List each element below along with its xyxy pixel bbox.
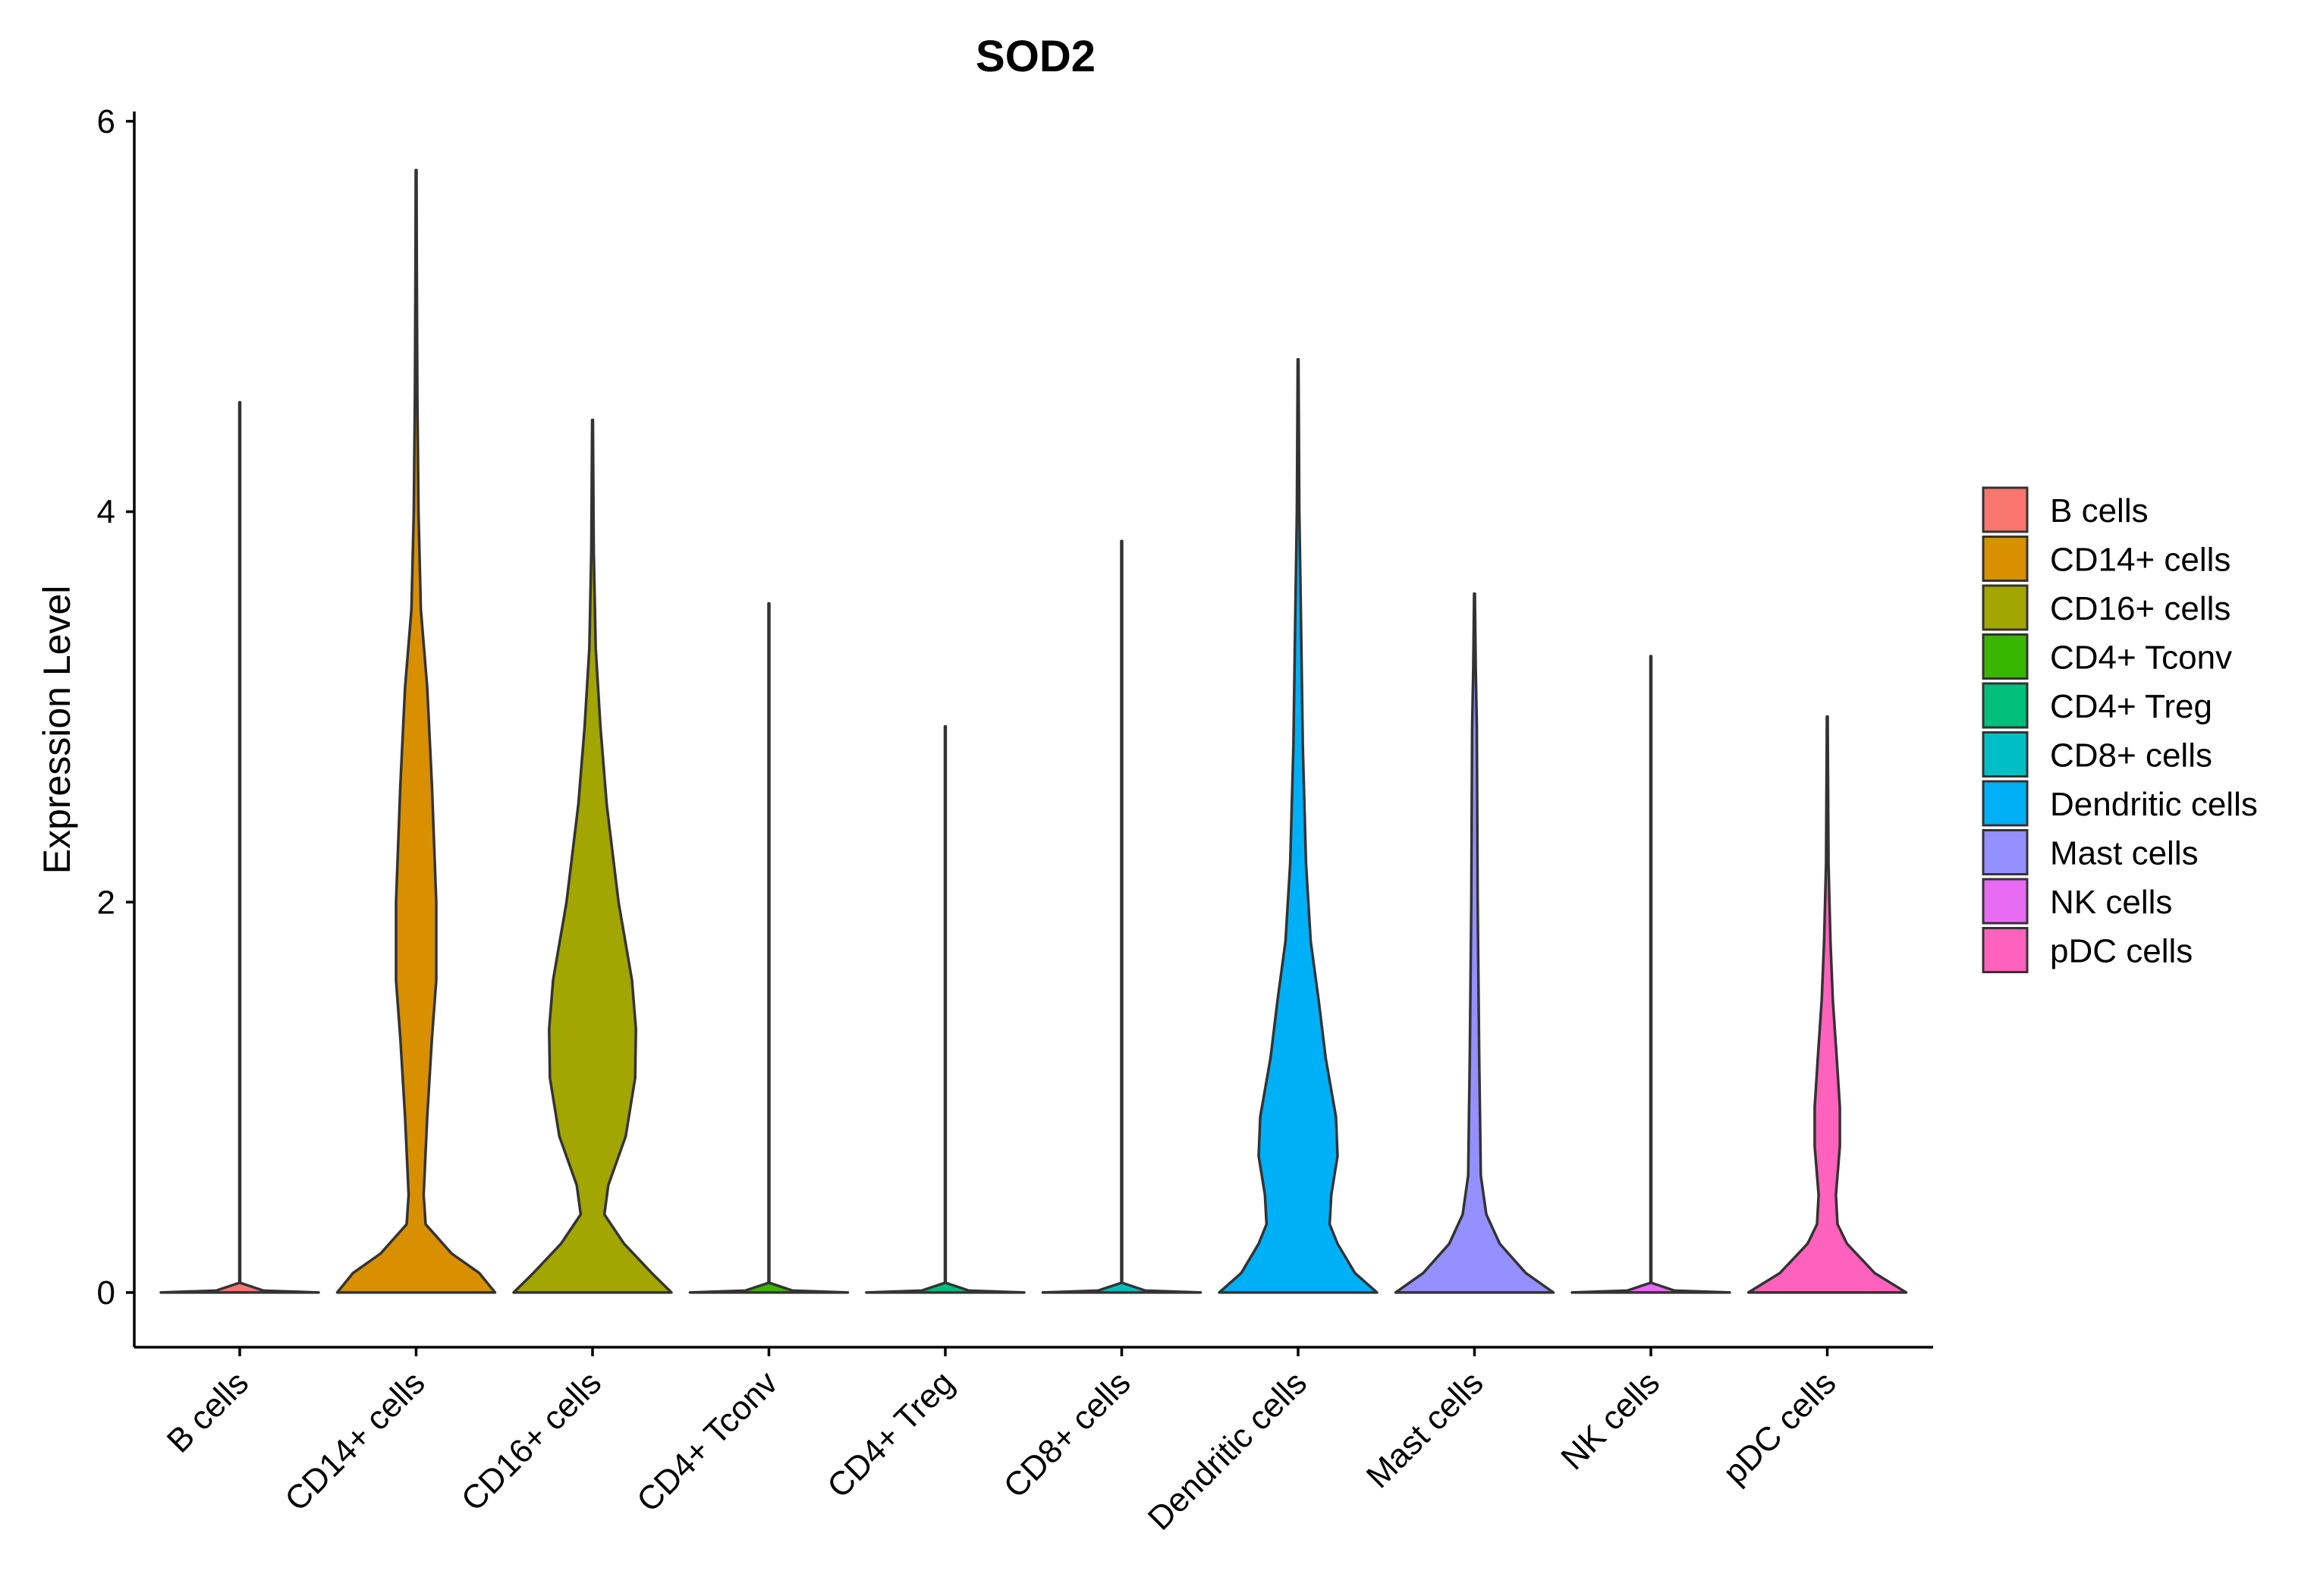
legend: B cells CD14+ cells CD16+ cells CD4+ Tconv C… <box>1982 486 2258 973</box>
legend-label: Dendritic cells <box>2050 786 2258 823</box>
x-tick-label: CD16+ cells <box>454 1364 608 1518</box>
legend-swatch <box>1982 731 2029 778</box>
y-tick-label: 4 <box>97 494 115 531</box>
legend-swatch <box>1982 780 2029 827</box>
x-tick-label: CD4+ Tconv <box>630 1364 784 1519</box>
y-axis-label: Expression Level <box>36 586 78 875</box>
y-tick-label: 0 <box>97 1274 115 1312</box>
legend-label: CD4+ Tconv <box>2050 639 2232 677</box>
legend-swatch <box>1982 584 2029 631</box>
legend-label: CD8+ cells <box>2050 737 2212 774</box>
x-tick-label: NK cells <box>1554 1364 1667 1477</box>
legend-label: CD16+ cells <box>2050 590 2231 627</box>
violin-b-cells <box>159 401 320 1294</box>
x-tick-label: Mast cells <box>1360 1364 1491 1495</box>
x-tick-label: B cells <box>160 1364 256 1459</box>
violin-cd4-treg <box>865 724 1026 1294</box>
violin-cd16-cells <box>512 418 673 1294</box>
legend-label: NK cells <box>2050 884 2172 921</box>
legend-swatch <box>1982 486 2029 533</box>
violin-nk-cells <box>1570 655 1731 1294</box>
x-tick-label: CD8+ cells <box>997 1364 1138 1505</box>
violin-pdc-cells <box>1746 715 1908 1294</box>
legend-swatch <box>1982 633 2029 680</box>
legend-label: B cells <box>2050 492 2149 529</box>
x-tick-label: Dendritic cells <box>1141 1364 1314 1537</box>
legend-swatch <box>1982 878 2029 925</box>
legend-swatch <box>1982 829 2029 875</box>
legend-swatch <box>1982 927 2029 973</box>
violin-cd8-cells <box>1041 539 1203 1294</box>
legend-label: CD14+ cells <box>2050 542 2231 579</box>
y-tick-label: 6 <box>97 103 115 140</box>
legend-label: pDC cells <box>2050 933 2193 970</box>
x-axis-ticks: B cells CD14+ cells CD16+ cells CD4+ Tconv C… <box>160 1347 1844 1538</box>
y-tick-label: 2 <box>97 884 115 921</box>
x-tick-label: CD14+ cells <box>278 1364 432 1518</box>
violin-mast-cells <box>1394 592 1555 1294</box>
violin-dendritic-cells <box>1218 358 1379 1294</box>
y-axis-ticks: 0 2 4 6 <box>97 103 134 1312</box>
x-tick-label: pDC cells <box>1716 1364 1844 1491</box>
chart-title: SOD2 <box>976 32 1096 81</box>
legend-label: CD4+ Treg <box>2050 688 2212 725</box>
violin-cd14-cells <box>335 168 497 1294</box>
legend-swatch <box>1982 682 2029 729</box>
legend-label: Mast cells <box>2050 835 2199 872</box>
x-tick-label: CD4+ Treg <box>820 1364 961 1505</box>
plot-area <box>159 168 1908 1294</box>
legend-swatch <box>1982 536 2029 582</box>
violin-cd4-tconv <box>688 602 850 1294</box>
